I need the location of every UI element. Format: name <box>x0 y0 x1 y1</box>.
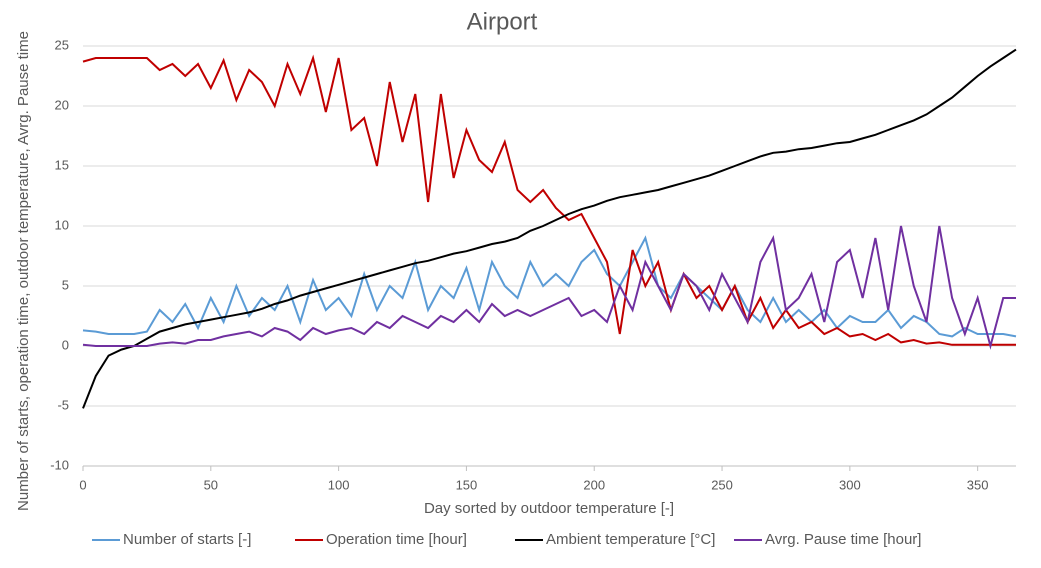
legend-label: Avrg. Pause time [hour] <box>765 531 921 548</box>
y-tick-label: 20 <box>55 97 69 112</box>
x-tick-label: 200 <box>583 477 605 492</box>
x-tick-label: 100 <box>328 477 350 492</box>
series-line <box>82 235 1017 338</box>
legend-label: Number of starts [-] <box>123 531 251 548</box>
y-tick-label: 10 <box>55 217 69 232</box>
y-tick-label: 0 <box>62 337 69 352</box>
x-axis-label: Day sorted by outdoor temperature [-] <box>424 500 674 517</box>
x-tick-label: 50 <box>204 477 218 492</box>
y-axis-label: Number of starts, operation time, outdoo… <box>15 31 32 511</box>
series-line <box>82 54 1016 346</box>
x-tick-label: 250 <box>711 477 733 492</box>
y-tick-label: -5 <box>57 397 69 412</box>
y-tick-label: -10 <box>50 457 69 472</box>
x-tick-label: 0 <box>79 477 86 492</box>
y-tick-label: 25 <box>55 37 69 52</box>
x-tick-label: 150 <box>456 477 478 492</box>
x-tick-label: 300 <box>839 477 861 492</box>
y-tick-label: 15 <box>55 157 69 172</box>
series-line <box>82 48 1017 409</box>
chart-title: Airport <box>467 8 538 35</box>
legend-label: Ambient temperature [°C] <box>546 531 715 548</box>
y-tick-label: 5 <box>62 277 69 292</box>
x-tick-label: 350 <box>967 477 989 492</box>
legend-label: Operation time [hour] <box>326 531 467 548</box>
series-line <box>82 225 1016 350</box>
